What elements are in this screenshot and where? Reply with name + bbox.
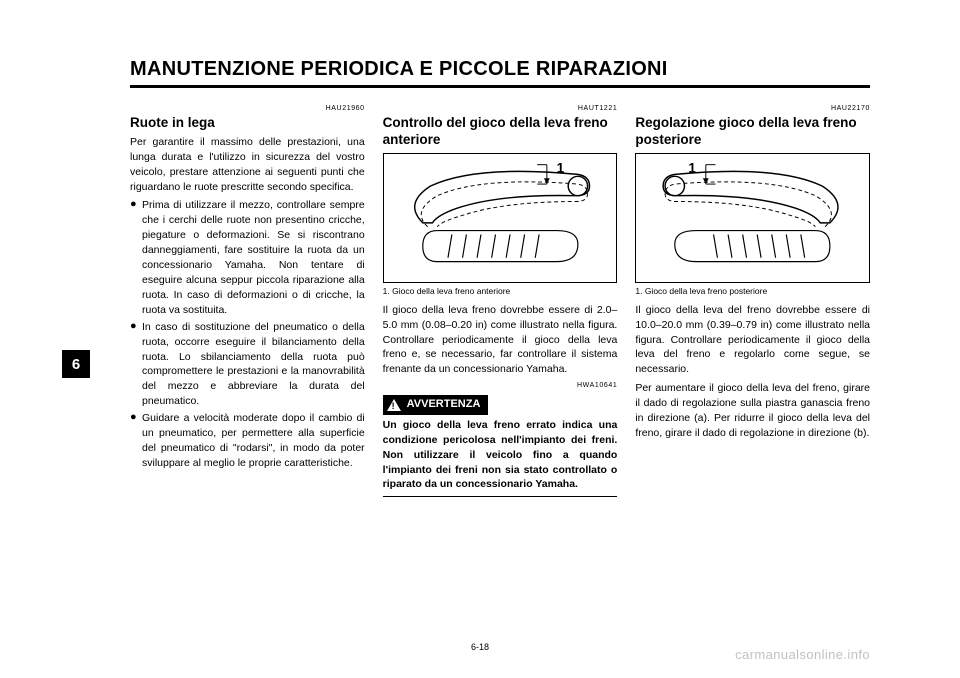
page-number: 6-18 bbox=[471, 642, 489, 652]
bullet-text: Prima di utilizzare il mezzo, controllar… bbox=[142, 198, 365, 317]
caption-text: Gioco della leva freno anteriore bbox=[392, 286, 510, 296]
subheading-front-brake: Controllo del gioco della leva freno ant… bbox=[383, 115, 618, 149]
bullet-item: ● Guidare a velocità moderate dopo il ca… bbox=[130, 411, 365, 471]
column-1: HAU21960 Ruote in lega Per garantire il … bbox=[130, 102, 365, 499]
bullet-dot: ● bbox=[130, 198, 142, 317]
body-paragraph: Per aumentare il gioco della leva del fr… bbox=[635, 381, 870, 441]
bullet-dot: ● bbox=[130, 411, 142, 471]
columns-container: HAU21960 Ruote in lega Per garantire il … bbox=[130, 102, 870, 499]
rule-line bbox=[383, 496, 618, 497]
chapter-tab: 6 bbox=[62, 350, 90, 378]
lever-diagram-icon: 1 bbox=[384, 154, 617, 282]
figure-label-1: 1 bbox=[556, 160, 564, 175]
figure-front-lever: 1 bbox=[383, 153, 618, 283]
intro-paragraph: Per garantire il massimo delle prestazio… bbox=[130, 135, 365, 195]
doc-code: HAUT1221 bbox=[383, 104, 618, 114]
body-paragraph: Il gioco della leva freno dovrebbe esser… bbox=[383, 303, 618, 378]
doc-code: HAU22170 bbox=[635, 104, 870, 114]
section-title: MANUTENZIONE PERIODICA E PICCOLE RIPARAZ… bbox=[130, 58, 870, 88]
warning-label-text: AVVERTENZA bbox=[407, 397, 481, 413]
bullet-text: In caso di sostituzione del pneumatico o… bbox=[142, 320, 365, 409]
subheading-rear-brake: Regolazione gioco della leva freno poste… bbox=[635, 115, 870, 149]
warning-triangle-icon bbox=[387, 399, 401, 411]
figure-label-1: 1 bbox=[689, 160, 697, 175]
body-paragraph: Il gioco della leva del freno dovrebbe e… bbox=[635, 303, 870, 378]
bullet-text: Guidare a velocità moderate dopo il camb… bbox=[142, 411, 365, 471]
watermark: carmanualsonline.info bbox=[735, 647, 870, 662]
caption-num: 1. bbox=[383, 286, 390, 296]
doc-code: HAU21960 bbox=[130, 104, 365, 114]
warning-text: Un gioco della leva freno errato indica … bbox=[383, 418, 618, 493]
bullet-dot: ● bbox=[130, 320, 142, 409]
lever-diagram-icon: 1 bbox=[636, 154, 869, 282]
column-3: HAU22170 Regolazione gioco della leva fr… bbox=[635, 102, 870, 499]
figure-caption: 1. Gioco della leva freno posteriore bbox=[635, 285, 870, 297]
caption-num: 1. bbox=[635, 286, 642, 296]
bullet-item: ● Prima di utilizzare il mezzo, controll… bbox=[130, 198, 365, 317]
column-2: HAUT1221 Controllo del gioco della leva … bbox=[383, 102, 618, 499]
warning-label: AVVERTENZA bbox=[383, 395, 489, 415]
bullet-item: ● In caso di sostituzione del pneumatico… bbox=[130, 320, 365, 409]
figure-rear-lever: 1 bbox=[635, 153, 870, 283]
subheading-wheels: Ruote in lega bbox=[130, 115, 365, 132]
caption-text: Gioco della leva freno posteriore bbox=[645, 286, 767, 296]
warn-code: HWA10641 bbox=[383, 381, 618, 391]
manual-page: 6 MANUTENZIONE PERIODICA E PICCOLE RIPAR… bbox=[0, 0, 960, 678]
figure-caption: 1. Gioco della leva freno anteriore bbox=[383, 285, 618, 297]
